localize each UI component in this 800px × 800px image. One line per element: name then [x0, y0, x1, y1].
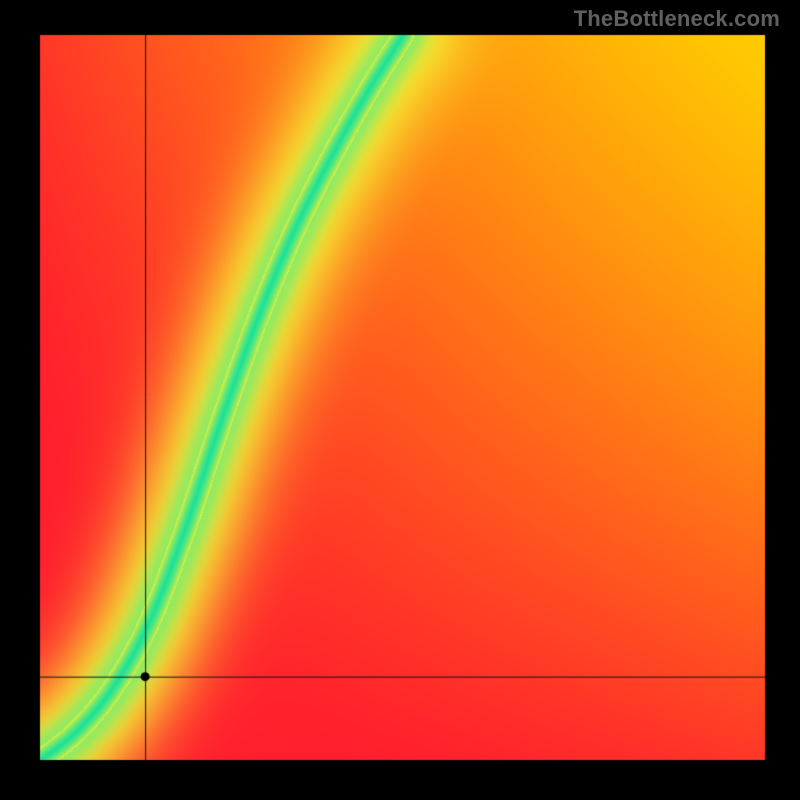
chart-container: TheBottleneck.com — [0, 0, 800, 800]
watermark-text: TheBottleneck.com — [574, 6, 780, 32]
heatmap-canvas — [0, 0, 800, 800]
